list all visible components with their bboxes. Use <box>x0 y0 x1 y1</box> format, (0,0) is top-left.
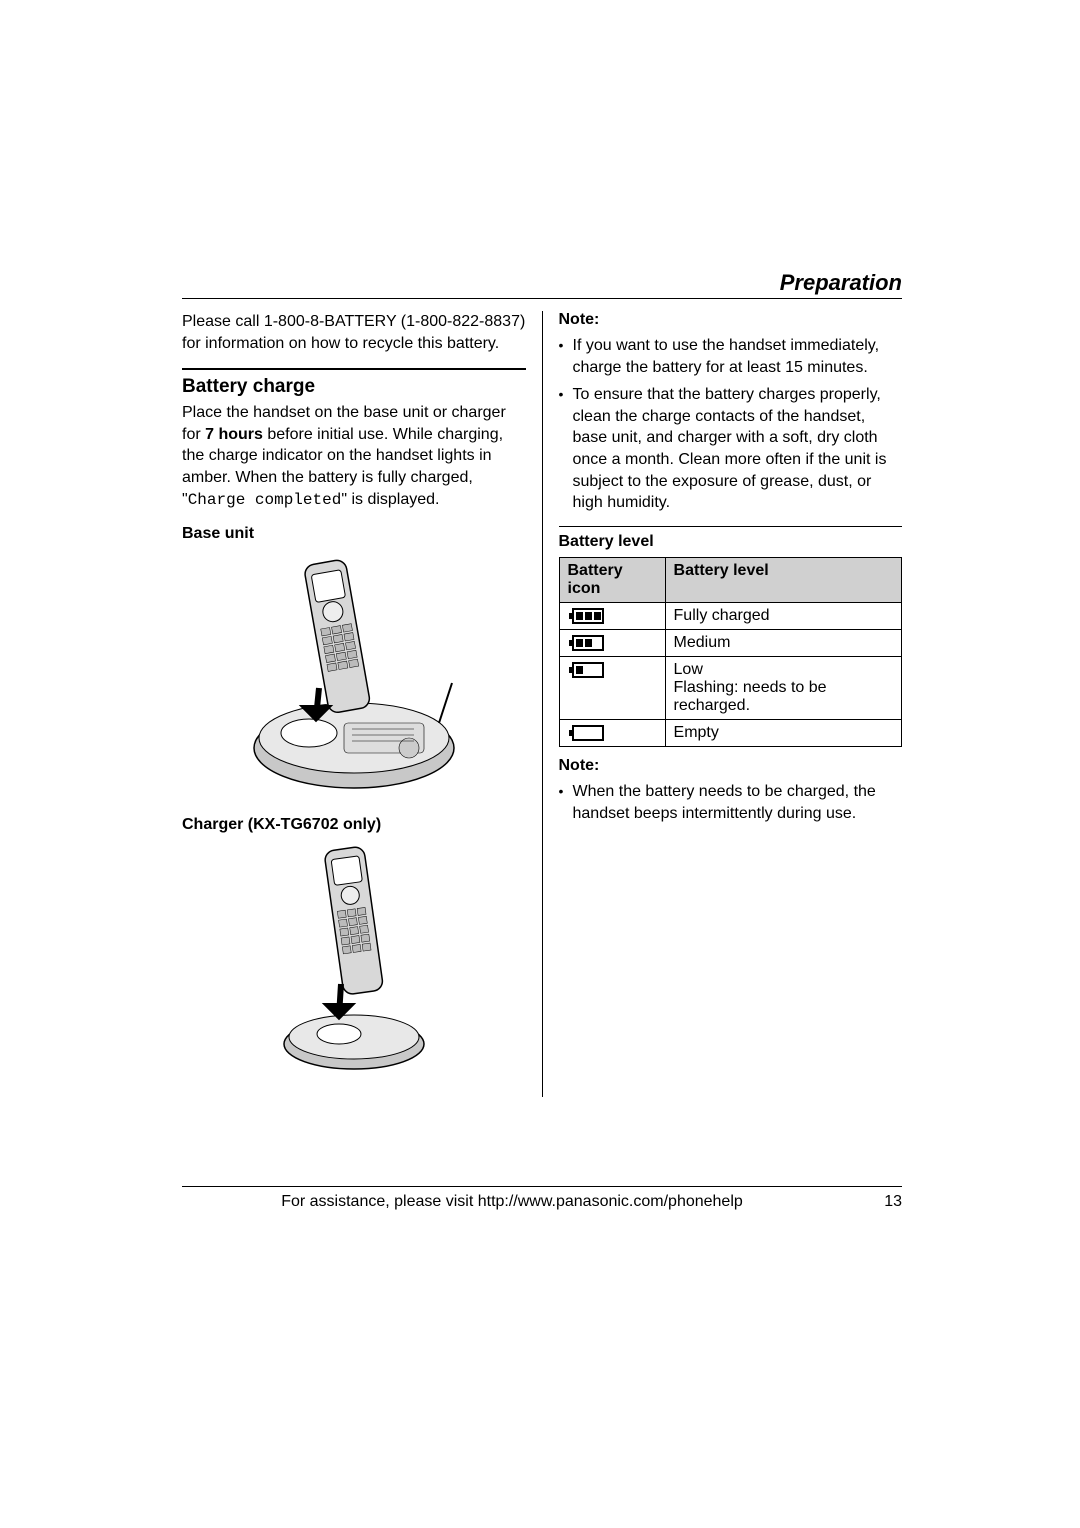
battery-level-table: Battery icon Battery level Fully charged… <box>559 557 903 748</box>
list-item: When the battery needs to be charged, th… <box>559 781 903 824</box>
table-row: Empty <box>559 720 902 747</box>
battery-icon-cell <box>559 657 665 720</box>
right-column: Note: If you want to use the handset imm… <box>559 311 903 1097</box>
battery-icon-cell <box>559 720 665 747</box>
page-number: 13 <box>842 1193 902 1211</box>
recycle-paragraph: Please call 1-800-8-BATTERY (1-800-822-8… <box>182 311 526 354</box>
battery-charge-paragraph: Place the handset on the base unit or ch… <box>182 402 526 511</box>
footer-text: For assistance, please visit http://www.… <box>182 1193 842 1211</box>
table-row: Fully charged <box>559 602 902 629</box>
list-item: To ensure that the battery charges prope… <box>559 384 903 514</box>
bold-hours: 7 hours <box>205 426 263 443</box>
column-separator <box>542 311 543 1097</box>
note-list-1: If you want to use the handset immediate… <box>559 335 903 514</box>
note-label: Note: <box>559 311 903 329</box>
battery-icon-cell <box>559 629 665 656</box>
table-row: Low Flashing: needs to be recharged. <box>559 657 902 720</box>
page-footer: For assistance, please visit http://www.… <box>182 1186 902 1211</box>
battery-level-cell: Empty <box>665 720 901 747</box>
divider <box>559 526 903 527</box>
note-label: Note: <box>559 757 903 775</box>
table-row: Medium <box>559 629 902 656</box>
battery-icon-cell <box>559 602 665 629</box>
base-unit-illustration <box>182 553 526 798</box>
divider <box>182 368 526 370</box>
section-heading: Preparation <box>182 270 902 299</box>
page-content: Preparation Please call 1-800-8-BATTERY … <box>182 270 902 1097</box>
list-item: If you want to use the handset immediate… <box>559 335 903 378</box>
two-column-layout: Please call 1-800-8-BATTERY (1-800-822-8… <box>182 311 902 1097</box>
battery-charge-heading: Battery charge <box>182 376 526 398</box>
charger-illustration <box>182 844 526 1079</box>
battery-level-heading: Battery level <box>559 533 903 551</box>
base-unit-label: Base unit <box>182 525 526 543</box>
battery-level-cell: Low Flashing: needs to be recharged. <box>665 657 901 720</box>
note-list-2: When the battery needs to be charged, th… <box>559 781 903 824</box>
mono-charge-completed: Charge completed <box>188 491 342 509</box>
table-header: Battery level <box>665 557 901 602</box>
table-header: Battery icon <box>559 557 665 602</box>
text-segment: " is displayed. <box>341 491 439 508</box>
left-column: Please call 1-800-8-BATTERY (1-800-822-8… <box>182 311 526 1097</box>
charger-label: Charger (KX-TG6702 only) <box>182 816 526 834</box>
battery-level-cell: Fully charged <box>665 602 901 629</box>
battery-level-cell: Medium <box>665 629 901 656</box>
